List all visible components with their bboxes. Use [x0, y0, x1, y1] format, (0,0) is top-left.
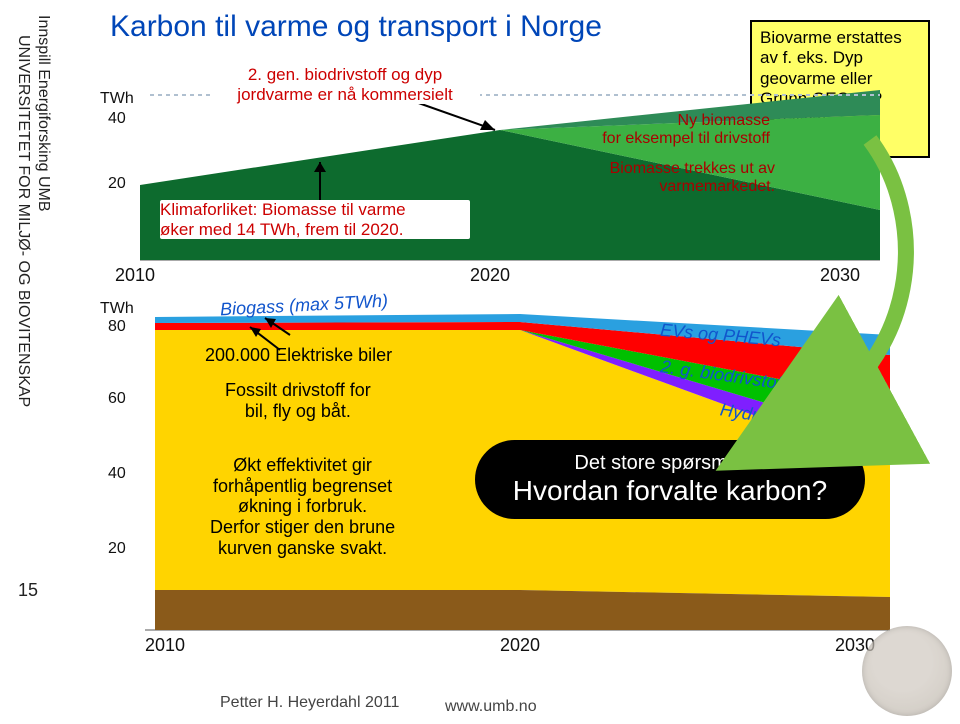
label-fossil-l2: bil, fly og båt. — [225, 401, 371, 422]
label-elbiler: 200.000 Elektriske biler — [205, 345, 392, 366]
label-ny-biomasse: Ny biomasse for eksempel til drivstoff — [570, 112, 770, 148]
label-tre-l1: Biomasse trekkes ut av — [575, 160, 775, 178]
slide-root: Innspill Energiforsking UMB UNIVERSITETE… — [0, 0, 960, 724]
page-number: 15 — [18, 580, 38, 601]
callout-gen2-l2: jordvarme er nå kommersielt — [210, 85, 480, 105]
label-maks-uttak: Maksimalt uttak — [490, 60, 608, 80]
callout-klima-l2: øker med 14 TWh, frem til 2020. — [160, 220, 470, 240]
le4: Derfor stiger den brune — [210, 517, 395, 538]
bubble-line-2: Hvordan forvalte karbon? — [503, 475, 837, 507]
le3: økning i forbruk. — [210, 496, 395, 517]
footer-url: www.umb.no — [445, 698, 537, 716]
callout-klima-l1: Klimaforliket: Biomasse til varme — [160, 200, 470, 220]
label-trekkes-ut: Biomasse trekkes ut av varmemarkedet. — [575, 160, 775, 196]
side-text-innspill: Innspill Energiforsking UMB — [34, 15, 52, 212]
label-fossil-l1: Fossilt drivstoff for — [225, 380, 371, 401]
le2: forhåpentlig begrenset — [210, 476, 395, 497]
label-ny-l2: for eksempel til drivstoff — [570, 130, 770, 148]
label-ny-l1: Ny biomasse — [570, 112, 770, 130]
bubble-line-1: Det store spørsmålet: — [503, 452, 837, 475]
upper-chart-svg — [100, 90, 910, 300]
university-seal-icon — [862, 626, 952, 716]
footer-author: Petter H. Heyerdahl 2011 — [220, 694, 399, 712]
question-bubble: Det store spørsmålet: Hvordan forvalte k… — [475, 440, 865, 519]
label-fossil: Fossilt drivstoff for bil, fly og båt. — [225, 380, 371, 422]
le1: Økt effektivitet gir — [210, 455, 395, 476]
callout-gen2: 2. gen. biodrivstoff og dyp jordvarme er… — [210, 65, 480, 104]
page-title: Karbon til varme og transport i Norge — [110, 10, 602, 44]
callout-gen2-l1: 2. gen. biodrivstoff og dyp — [210, 65, 480, 85]
side-text-university: UNIVERSITETET FOR MILJØ- OG BIOVITENSKAP — [14, 35, 32, 407]
label-tre-l2: varmemarkedet. — [575, 178, 775, 196]
label-effekt: Økt effektivitet gir forhåpentlig begren… — [210, 455, 395, 558]
le5: kurven ganske svakt. — [210, 538, 395, 559]
callout-klimaforlik: Klimaforliket: Biomasse til varme øker m… — [160, 200, 470, 239]
layer-effekt — [155, 590, 890, 630]
lower-chart: TWh 80 60 40 20 2010 2020 2030 — [100, 300, 910, 660]
upper-chart: TWh 40 20 2010 2020 2030 2. gen. bi — [100, 90, 910, 300]
